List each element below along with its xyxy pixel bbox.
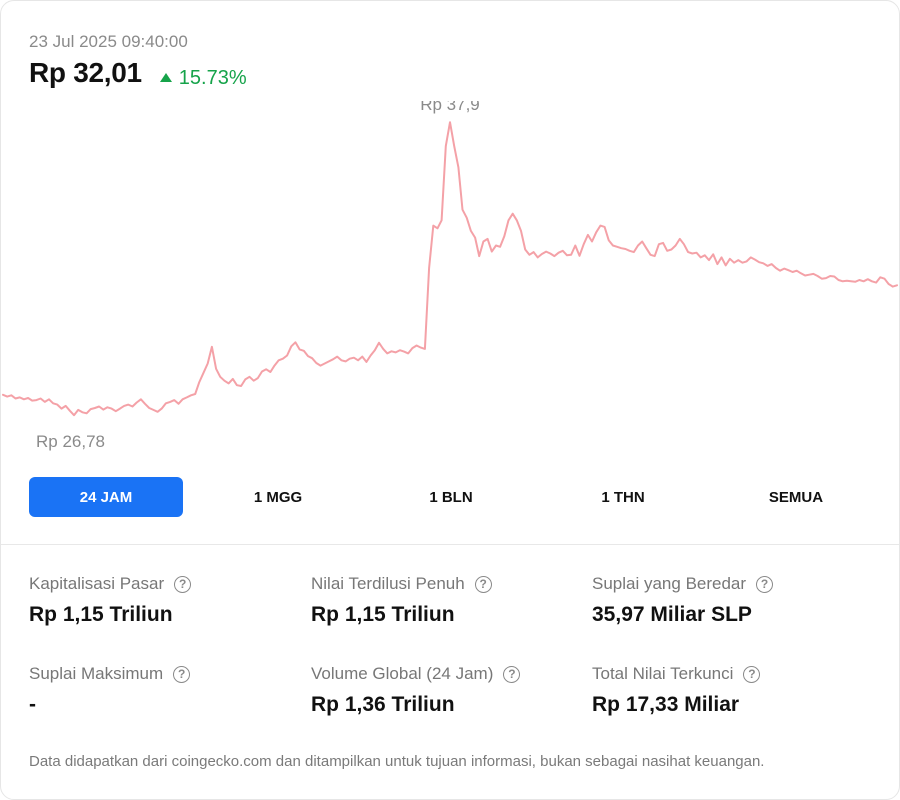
stat-value: Rp 1,15 Triliun [29,603,173,626]
data-source-disclaimer: Data didapatkan dari coingecko.com dan d… [29,753,765,770]
stat-label: Volume Global (24 Jam) [311,664,494,683]
price-chart[interactable]: Rp 37,9 Rp 26,78 [1,101,899,451]
stat-label: Suplai yang Beredar [592,574,747,593]
stat-label: Kapitalisasi Pasar [29,574,165,593]
help-icon[interactable]: ? [503,665,521,683]
tab-1-bln[interactable]: 1 BLN [429,488,473,506]
stat-max-supply: Suplai Maksimum ? - [29,664,191,717]
help-icon[interactable]: ? [474,575,492,593]
stat-label: Total Nilai Terkunci [592,664,734,683]
stat-label: Suplai Maksimum [29,664,164,683]
help-icon[interactable]: ? [756,575,774,593]
price-change: 15.73% [159,67,247,90]
timeframe-tabs: 24 JAM 1 MGG 1 BLN 1 THN SEMUA [29,477,873,517]
stat-global-volume: Volume Global (24 Jam) ? Rp 1,36 Triliun [311,664,521,717]
stat-circulating-supply: Suplai yang Beredar ? 35,97 Miliar SLP [592,574,774,627]
stat-market-cap: Kapitalisasi Pasar ? Rp 1,15 Triliun [29,574,192,627]
help-icon[interactable]: ? [743,665,761,683]
low-price-label: Rp 26,78 [36,432,105,451]
tab-1-thn[interactable]: 1 THN [601,488,645,506]
tab-semua[interactable]: SEMUA [768,488,824,506]
stat-fully-diluted-value: Nilai Terdilusi Penuh ? Rp 1,15 Triliun [311,574,492,627]
price-line [2,121,898,417]
up-triangle-icon [159,73,172,82]
help-icon[interactable]: ? [174,575,192,593]
stat-value: Rp 1,36 Triliun [311,693,455,716]
stat-value: Rp 17,33 Miliar [592,693,740,716]
high-price-label: Rp 37,9 [420,101,480,114]
stat-value: - [29,693,36,716]
price-timestamp: 23 Jul 2025 09:40:00 [29,32,188,51]
stat-total-value-locked: Total Nilai Terkunci ? Rp 17,33 Miliar [592,664,761,717]
tab-24-jam[interactable]: 24 JAM [29,477,183,517]
price-change-percent: 15.73% [178,67,247,89]
help-icon[interactable]: ? [173,665,191,683]
stat-value: 35,97 Miliar SLP [592,603,752,626]
tab-1-mgg[interactable]: 1 MGG [253,488,303,506]
stat-label: Nilai Terdilusi Penuh [311,574,465,593]
price-row: Rp 32,01 15.73% [29,57,247,90]
stat-value: Rp 1,15 Triliun [311,603,455,626]
current-price: Rp 32,01 [29,57,142,88]
divider [1,544,899,545]
